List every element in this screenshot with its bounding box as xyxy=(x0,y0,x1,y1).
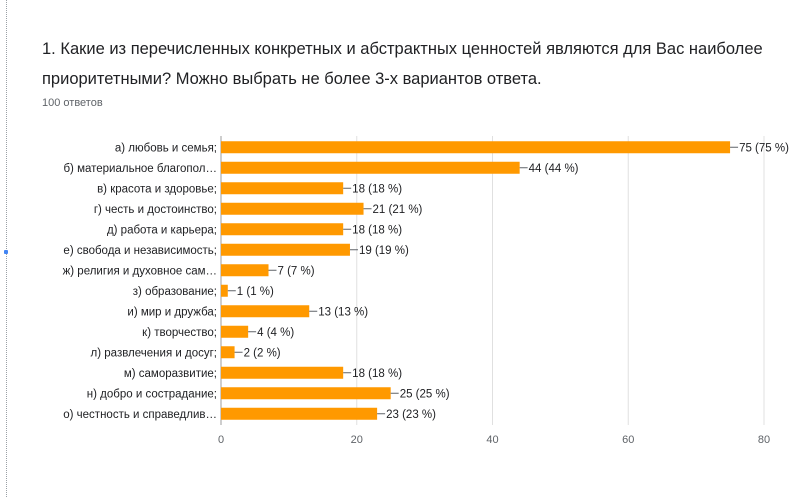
category-label: в) красота и здоровье; xyxy=(97,183,217,195)
left-margin-rule xyxy=(6,0,7,497)
bar xyxy=(221,325,249,338)
data-label: 18 (18 %) xyxy=(352,224,402,236)
x-tick-label: 0 xyxy=(218,434,224,446)
question-title: 1. Какие из перечисленных конкретных и а… xyxy=(42,40,763,88)
x-tick-label: 40 xyxy=(486,434,498,446)
bar xyxy=(221,202,364,215)
category-label: г) честь и достоинство; xyxy=(94,204,217,216)
data-label: 1 (1 %) xyxy=(237,286,274,298)
data-label: 44 (44 %) xyxy=(529,163,579,175)
x-tick-label: 60 xyxy=(622,434,634,446)
category-label: л) развлечения и досуг; xyxy=(91,347,217,359)
category-label: ж) религия и духовное сам… xyxy=(63,265,217,277)
bar xyxy=(221,223,344,236)
data-label: 25 (25 %) xyxy=(400,388,450,400)
bar xyxy=(221,284,228,297)
category-label: о) честность и справедлив… xyxy=(63,409,217,421)
bar xyxy=(221,407,378,420)
data-label: 23 (23 %) xyxy=(386,409,436,421)
response-count: 100 ответов xyxy=(42,97,103,109)
category-label: и) мир и дружба; xyxy=(127,306,217,318)
bar xyxy=(221,141,731,154)
category-label: б) материальное благопол… xyxy=(63,163,217,175)
bar xyxy=(221,264,269,277)
bar xyxy=(221,366,344,379)
data-label: 18 (18 %) xyxy=(352,183,402,195)
x-tick-label: 20 xyxy=(351,434,363,446)
bar xyxy=(221,346,235,359)
left-margin-marker xyxy=(4,250,8,254)
data-label: 75 (75 %) xyxy=(739,142,789,154)
data-label: 7 (7 %) xyxy=(278,265,315,277)
x-tick-label: 80 xyxy=(758,434,770,446)
data-label: 4 (4 %) xyxy=(257,327,294,339)
category-label: д) работа и карьера; xyxy=(107,224,217,236)
bar xyxy=(221,161,520,174)
bar xyxy=(221,305,310,318)
data-label: 21 (21 %) xyxy=(373,204,423,216)
category-label: а) любовь и семья; xyxy=(115,142,217,154)
bar xyxy=(221,182,344,195)
category-label: з) образование; xyxy=(133,286,217,298)
data-label: 18 (18 %) xyxy=(352,368,402,380)
data-label: 19 (19 %) xyxy=(359,245,409,257)
data-label: 2 (2 %) xyxy=(244,347,281,359)
data-label: 13 (13 %) xyxy=(318,306,368,318)
category-label: к) творчество; xyxy=(142,327,217,339)
bar xyxy=(221,243,350,256)
category-label: н) добро и сострадание; xyxy=(87,388,217,400)
bar xyxy=(221,387,391,400)
category-label: м) саморазвитие; xyxy=(124,368,217,380)
category-label: е) свобода и независимость; xyxy=(63,245,217,257)
